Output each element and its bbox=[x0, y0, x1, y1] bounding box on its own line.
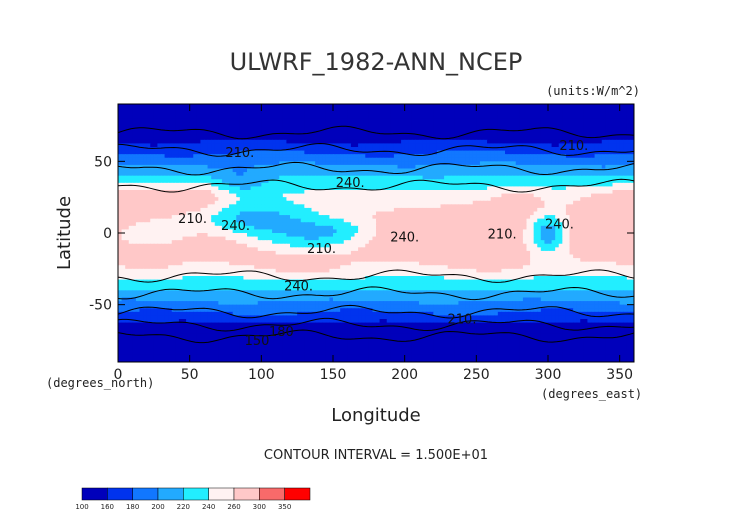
contour-label: 240. bbox=[545, 218, 574, 233]
x-axis-title: Longitude bbox=[331, 405, 421, 426]
contour-line bbox=[118, 304, 634, 319]
colorbar-swatch bbox=[284, 487, 311, 501]
x-unit-label: (degrees_east) bbox=[541, 387, 642, 401]
contour-label: 240. bbox=[336, 176, 365, 191]
colorbar-swatch bbox=[259, 487, 285, 501]
contour-line bbox=[118, 178, 634, 193]
x-tick-label: 250 bbox=[463, 367, 490, 383]
contour-labels: 210. 210. 240. 210. 240. 210. 240. 210. 240. 240.… bbox=[178, 139, 588, 349]
contour-label: 210. bbox=[448, 312, 477, 327]
colorbar-label: 100 bbox=[75, 503, 88, 511]
contour-line bbox=[118, 317, 634, 332]
y-tick-label: -50 bbox=[89, 298, 112, 314]
contour-label: 210. bbox=[307, 242, 336, 257]
contour-label: 240. bbox=[221, 219, 250, 234]
colorbar-label: 260 bbox=[227, 503, 240, 511]
y-tick-label: 0 bbox=[103, 226, 112, 242]
contour-line bbox=[118, 286, 634, 301]
x-tick-label: 100 bbox=[248, 367, 275, 383]
colorbar-swatch bbox=[233, 487, 260, 501]
x-tick-label: 150 bbox=[320, 367, 347, 383]
x-tick-label: 50 bbox=[181, 367, 199, 383]
units-label: (units:W/m^2) bbox=[546, 84, 640, 98]
colorbar-swatch bbox=[107, 487, 133, 501]
colorbar-swatch bbox=[208, 487, 235, 501]
colorbar-label: 200 bbox=[151, 503, 164, 511]
x-tick-label: 300 bbox=[535, 367, 562, 383]
colorbar-label: 160 bbox=[101, 503, 114, 511]
colorbar-swatch bbox=[132, 487, 159, 501]
contour-line bbox=[118, 329, 634, 344]
contour-label: 210. bbox=[559, 139, 588, 154]
contour-label: 240. bbox=[284, 279, 313, 294]
y-unit-label: (degrees_north) bbox=[46, 376, 154, 390]
contour-label: 180 bbox=[269, 325, 294, 340]
x-tick-label: 200 bbox=[391, 367, 418, 383]
contour-line bbox=[118, 125, 634, 140]
contour-interval-note: CONTOUR INTERVAL = 1.500E+01 bbox=[264, 448, 488, 463]
contour-label: 210. bbox=[225, 146, 254, 161]
colorbar-label: 300 bbox=[253, 503, 266, 511]
axis-tick-labels: 0 50 100 150 200 250 300 350 50 0 -50 bbox=[89, 154, 633, 383]
colorbar: 100 160 180 200 220 240 260 300 350 bbox=[75, 487, 311, 511]
x-tick-label: 0 bbox=[114, 367, 123, 383]
y-axis-title: Latitude bbox=[54, 196, 75, 270]
x-tick-label: 350 bbox=[606, 367, 633, 383]
colorbar-swatch bbox=[157, 487, 184, 501]
chart-title: ULWRF_1982-ANN_NCEP bbox=[230, 48, 523, 76]
contour-label: 210. bbox=[178, 212, 207, 227]
colorbar-label: 350 bbox=[278, 503, 291, 511]
contour-line bbox=[118, 269, 634, 283]
contour-lines bbox=[118, 125, 634, 344]
contour-line bbox=[118, 142, 634, 157]
colorbar-label: 180 bbox=[126, 503, 139, 511]
y-tick-label: 50 bbox=[94, 154, 112, 170]
contour-line bbox=[118, 161, 634, 176]
colorbar-label: 240 bbox=[202, 503, 215, 511]
contour-label: 240. bbox=[390, 231, 419, 246]
contour-label: 150 bbox=[245, 334, 270, 349]
axis-ticks bbox=[117, 104, 634, 362]
contour-label: 210. bbox=[488, 228, 517, 243]
colorbar-swatch bbox=[183, 487, 209, 501]
colorbar-swatch bbox=[81, 487, 108, 501]
colorbar-label: 220 bbox=[177, 503, 190, 511]
